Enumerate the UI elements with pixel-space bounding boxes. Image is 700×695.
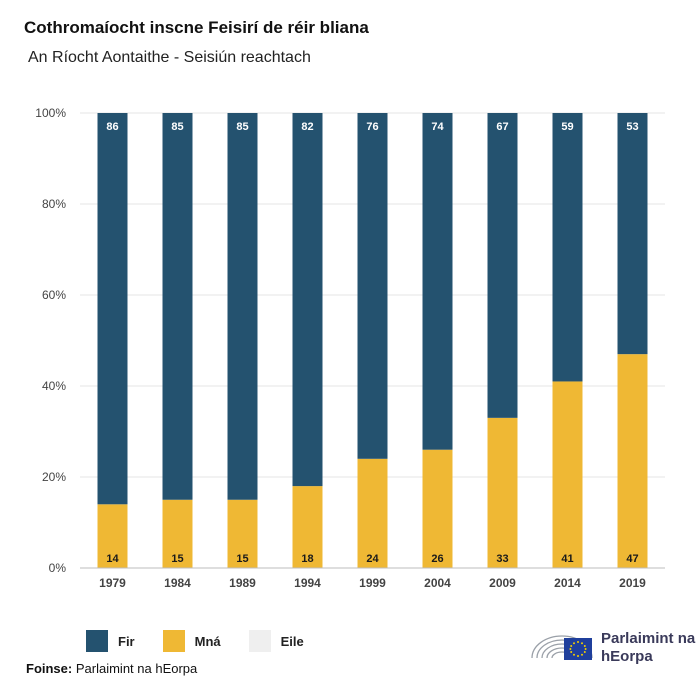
bar-women xyxy=(162,499,193,568)
source-value: Parlaimint na hEorpa xyxy=(75,661,198,676)
data-label-men: 86 xyxy=(106,121,118,133)
data-label-women: 33 xyxy=(496,553,508,565)
data-label-men: 53 xyxy=(626,121,638,133)
bar-men xyxy=(552,113,583,382)
x-tick-label: 2014 xyxy=(554,576,581,590)
y-tick-label: 40% xyxy=(42,379,66,393)
legend-label-women: Mná xyxy=(194,633,221,649)
data-label-women: 15 xyxy=(236,553,248,565)
x-tick-label: 2009 xyxy=(489,576,516,590)
bar-men xyxy=(617,113,648,355)
bar-women xyxy=(552,381,583,568)
bar-men xyxy=(357,113,388,459)
x-tick-label: 2004 xyxy=(424,576,451,590)
x-tick-label: 1994 xyxy=(294,576,321,590)
data-label-men: 74 xyxy=(431,121,444,133)
data-label-women: 26 xyxy=(431,553,443,565)
data-label-women: 47 xyxy=(626,553,638,565)
legend: Fir Mná Eile xyxy=(86,630,332,652)
legend-item-women: Mná xyxy=(162,630,221,652)
legend-swatch-women xyxy=(162,630,185,652)
data-label-women: 24 xyxy=(366,553,379,565)
legend-swatch-other xyxy=(248,630,271,652)
x-tick-label: 1999 xyxy=(359,576,386,590)
data-label-men: 85 xyxy=(236,121,248,133)
bar-women xyxy=(422,449,453,568)
legend-swatch-men xyxy=(86,630,108,652)
y-tick-label: 0% xyxy=(49,561,67,575)
chart-title: Cothromaíocht inscne Feisirí de réir bli… xyxy=(24,18,369,37)
y-tick-label: 100% xyxy=(35,106,66,120)
y-tick-label: 60% xyxy=(42,288,66,302)
data-label-men: 82 xyxy=(301,121,313,133)
logo-text: Parlaimint na hEorpa xyxy=(601,630,696,665)
data-label-men: 85 xyxy=(171,121,183,133)
y-tick-label: 80% xyxy=(42,197,66,211)
data-label-women: 15 xyxy=(171,553,183,565)
bar-men xyxy=(227,113,258,500)
legend-item-other: Eile xyxy=(248,630,304,652)
bar-women xyxy=(292,486,323,568)
stacked-bar-chart: 0% 20% 40% 60% 80% 100% 14 86 1979 15 85 1984 15 85 19… xyxy=(35,106,665,590)
x-tick-label: 1989 xyxy=(229,576,256,590)
european-parliament-hemicycle-icon xyxy=(531,635,593,660)
data-label-women: 18 xyxy=(301,553,313,565)
y-tick-label: 20% xyxy=(42,470,66,484)
bar-men xyxy=(292,113,323,487)
x-tick-label: 1984 xyxy=(164,576,191,590)
x-tick-label: 1979 xyxy=(99,576,126,590)
bar-men xyxy=(162,113,193,500)
bar-women xyxy=(357,458,388,568)
legend-label-men: Fir xyxy=(118,633,135,649)
data-label-women: 41 xyxy=(561,553,573,565)
x-tick-label: 2019 xyxy=(619,576,646,590)
legend-label-other: Eile xyxy=(280,633,304,649)
source-label: Foinse: xyxy=(26,661,73,676)
bar-women xyxy=(617,354,648,568)
bar-women xyxy=(97,504,128,568)
data-label-women: 14 xyxy=(106,553,119,565)
data-label-men: 67 xyxy=(496,121,508,133)
bar-women xyxy=(487,417,518,568)
bar-men xyxy=(422,113,453,450)
bar-men xyxy=(97,113,128,505)
data-label-men: 59 xyxy=(561,121,573,133)
bar-women xyxy=(227,499,258,568)
data-label-men: 76 xyxy=(366,121,378,133)
source-note: Foinse: Parlaimint na hEorpa xyxy=(26,661,197,676)
legend-item-men: Fir xyxy=(86,630,135,652)
bar-men xyxy=(487,113,518,418)
chart-subtitle: An Ríocht Aontaithe - Seisiún reachtach xyxy=(28,49,311,66)
